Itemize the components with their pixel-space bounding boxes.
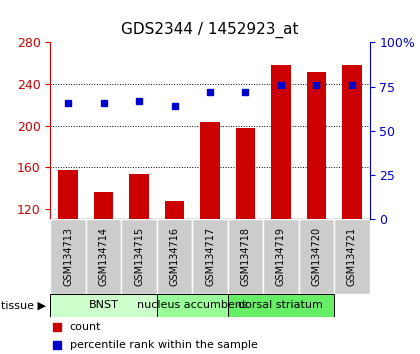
- Bar: [86, 219, 121, 294]
- Bar: [228, 294, 334, 317]
- Bar: [165, 201, 184, 219]
- Bar: [263, 219, 299, 294]
- Bar: [192, 219, 228, 294]
- Text: GSM134714: GSM134714: [99, 227, 109, 286]
- Bar: [50, 219, 86, 294]
- Bar: [342, 65, 362, 219]
- Bar: [334, 219, 370, 294]
- Bar: [94, 193, 113, 219]
- Text: nucleus accumbens: nucleus accumbens: [137, 300, 247, 310]
- Text: count: count: [70, 322, 101, 332]
- Bar: [129, 174, 149, 219]
- Text: GSM134721: GSM134721: [347, 227, 357, 286]
- Bar: [271, 65, 291, 219]
- Bar: [200, 122, 220, 219]
- Text: GSM134718: GSM134718: [241, 227, 250, 286]
- Title: GDS2344 / 1452923_at: GDS2344 / 1452923_at: [121, 22, 299, 38]
- Bar: [58, 170, 78, 219]
- Bar: [121, 219, 157, 294]
- Bar: [157, 294, 228, 317]
- Text: GSM134713: GSM134713: [63, 227, 73, 286]
- Text: BNST: BNST: [89, 300, 118, 310]
- Text: dorsal striatum: dorsal striatum: [239, 300, 323, 310]
- Text: GSM134717: GSM134717: [205, 227, 215, 286]
- Text: percentile rank within the sample: percentile rank within the sample: [70, 340, 257, 350]
- Text: GSM134715: GSM134715: [134, 227, 144, 286]
- Text: GSM134719: GSM134719: [276, 227, 286, 286]
- Text: GSM134716: GSM134716: [170, 227, 179, 286]
- Bar: [157, 219, 192, 294]
- Bar: [307, 72, 326, 219]
- Bar: [50, 294, 157, 317]
- Bar: [228, 219, 263, 294]
- Text: GSM134720: GSM134720: [311, 227, 321, 286]
- Bar: [299, 219, 334, 294]
- Bar: [236, 128, 255, 219]
- Text: tissue ▶: tissue ▶: [1, 300, 46, 310]
